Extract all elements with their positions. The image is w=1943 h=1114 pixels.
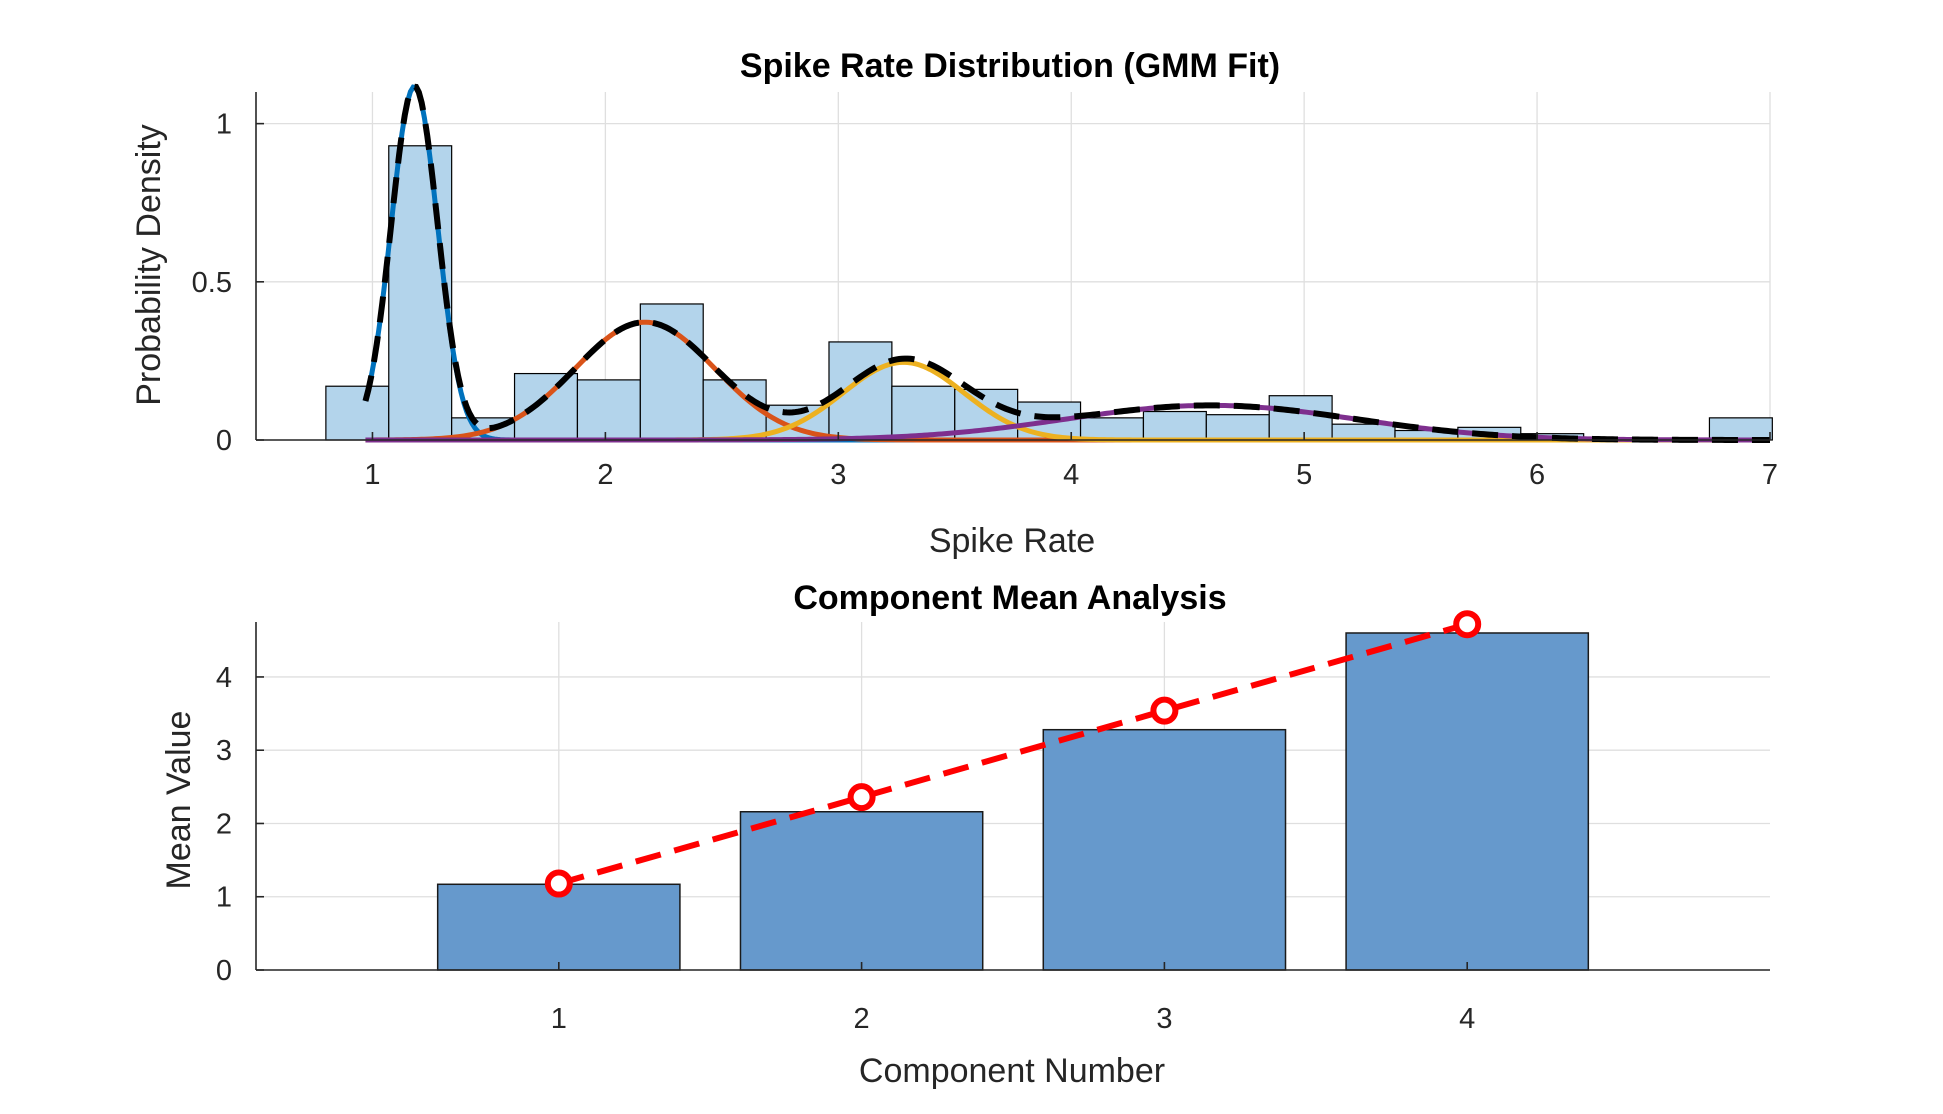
histogram-bar <box>513 372 579 441</box>
histogram-bar <box>325 385 390 441</box>
top-y-tick-label: 0.5 <box>192 267 232 299</box>
top-x-tick-label: 1 <box>364 459 380 491</box>
bottom-y-tick-label: 2 <box>216 808 232 840</box>
mean-bars <box>436 632 1590 971</box>
gmm-total-fit-curve <box>362 83 1770 443</box>
bottom-y-tick-label: 3 <box>216 735 232 767</box>
histogram-bar <box>1142 410 1207 441</box>
bottom-y-tick-label: 1 <box>216 882 232 914</box>
bottom-chart-title: Component Mean Analysis <box>793 579 1226 617</box>
bottom-x-tick-label: 3 <box>1156 1003 1172 1035</box>
top-axes <box>255 92 1770 441</box>
mean-marker <box>847 783 876 812</box>
bottom-x-tick-label: 2 <box>854 1003 870 1035</box>
top-y-axis-label: Probability Density <box>130 124 168 406</box>
histogram-bar <box>388 145 453 441</box>
mean-markers <box>544 610 1482 898</box>
histogram-bar <box>891 385 956 441</box>
top-y-ticks: 00.51 <box>192 109 264 457</box>
bottom-y-tick-label: 0 <box>216 955 232 987</box>
top-y-tick-label: 0 <box>216 425 232 457</box>
top-x-tick-label: 4 <box>1063 459 1079 491</box>
top-x-tick-label: 3 <box>830 459 846 491</box>
mean-marker <box>1453 610 1482 639</box>
histogram-bar <box>1205 414 1270 441</box>
bottom-x-tick-label: 4 <box>1459 1003 1475 1035</box>
bottom-x-ticks: 1 2 3 4 <box>551 962 1475 1035</box>
top-x-axis-label: Spike Rate <box>929 522 1095 560</box>
mean-bar <box>739 811 984 971</box>
top-x-ticks: 1 2 3 4 5 6 7 <box>364 432 1778 491</box>
mean-marker <box>544 869 573 898</box>
histogram-bar <box>639 303 704 441</box>
bottom-x-axis-label: Component Number <box>859 1052 1165 1090</box>
component-mean-chart: 1 2 3 4 0 1 2 3 4 Component Mean Analysis Compo… <box>160 579 1770 1090</box>
bottom-y-axis-label: Mean Value <box>160 711 198 890</box>
top-chart-title: Spike Rate Distribution (GMM Fit) <box>740 47 1280 85</box>
top-x-tick-label: 7 <box>1762 459 1778 491</box>
mean-bar <box>436 883 681 971</box>
top-grid <box>256 92 1771 441</box>
mean-marker <box>1150 696 1179 725</box>
histogram-bar <box>1268 395 1333 441</box>
top-x-tick-label: 6 <box>1529 459 1545 491</box>
histogram-bar <box>576 379 641 441</box>
mean-trend-line <box>557 621 1469 887</box>
bottom-axes <box>255 622 1770 971</box>
top-y-tick-label: 1 <box>216 109 232 141</box>
top-x-tick-label: 5 <box>1296 459 1312 491</box>
bottom-x-tick-label: 1 <box>551 1003 567 1035</box>
histogram-bar <box>1079 417 1145 441</box>
histogram-bar <box>1708 417 1773 441</box>
bottom-y-tick-label: 4 <box>216 662 232 694</box>
histogram-bars <box>325 145 1773 441</box>
mean-bar <box>1345 632 1590 971</box>
mean-bar <box>1042 728 1287 971</box>
top-x-tick-label: 2 <box>597 459 613 491</box>
bottom-y-ticks: 0 1 2 3 4 <box>216 662 264 987</box>
